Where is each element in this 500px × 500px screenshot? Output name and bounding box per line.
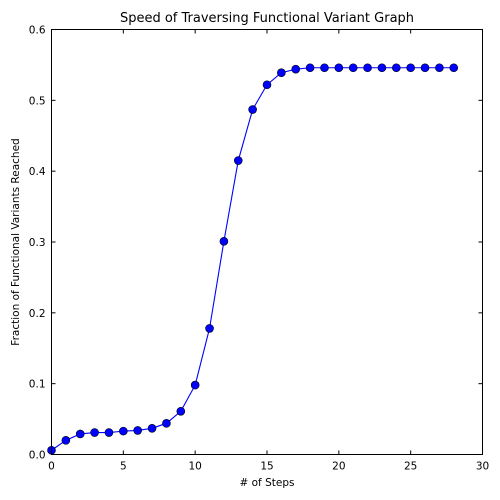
x-tick-label: 25 <box>404 461 417 473</box>
data-point <box>233 156 243 165</box>
data-point <box>133 426 142 435</box>
x-axis: 0 5 10 15 20 25 30 <box>48 29 489 473</box>
series-line <box>51 67 454 451</box>
y-axis: 0.0 0.1 0.2 0.3 0.4 0.5 0.6 <box>29 25 483 462</box>
data-point <box>291 64 301 74</box>
data-point <box>205 324 214 333</box>
data-point <box>320 63 329 73</box>
data-point <box>176 406 186 416</box>
data-point <box>75 429 85 439</box>
y-tick-label: 0.6 <box>29 25 46 37</box>
data-point <box>348 63 358 73</box>
data-point <box>391 63 401 73</box>
data-point <box>190 380 200 390</box>
data-point <box>61 436 71 445</box>
data-point <box>119 426 128 436</box>
y-tick-label: 0.2 <box>29 308 46 320</box>
x-tick-label: 0 <box>48 461 55 473</box>
data-point <box>219 236 229 246</box>
data-point <box>262 80 272 90</box>
x-tick-label: 5 <box>120 461 127 473</box>
x-tick-label: 30 <box>476 461 489 473</box>
x-tick-label: 20 <box>332 461 345 473</box>
y-tick-label: 0.5 <box>29 95 46 107</box>
data-point <box>363 63 372 73</box>
data-point <box>449 63 459 73</box>
data-point <box>420 63 430 73</box>
series-group <box>47 63 459 455</box>
x-axis-label: # of Steps <box>240 477 295 489</box>
chart-title: Speed of Traversing Functional Variant G… <box>120 11 414 26</box>
x-tick-label: 10 <box>188 461 201 473</box>
data-point <box>406 63 415 73</box>
plot-frame <box>51 29 483 455</box>
data-point <box>90 428 99 437</box>
y-tick-label: 0.4 <box>29 166 46 178</box>
y-tick-label: 0.0 <box>29 450 46 462</box>
x-tick-label: 15 <box>260 461 273 473</box>
y-tick-label: 0.3 <box>29 237 46 249</box>
data-point <box>104 428 114 437</box>
y-axis-label: Fraction of Functional Variants Reached <box>10 138 22 345</box>
data-point <box>377 63 387 73</box>
data-point <box>147 423 157 433</box>
data-point <box>334 63 344 73</box>
data-point <box>162 419 171 428</box>
data-point <box>305 63 315 73</box>
data-point <box>277 68 286 78</box>
data-point <box>435 63 444 73</box>
data-point <box>248 105 257 114</box>
y-tick-label: 0.1 <box>29 379 46 391</box>
